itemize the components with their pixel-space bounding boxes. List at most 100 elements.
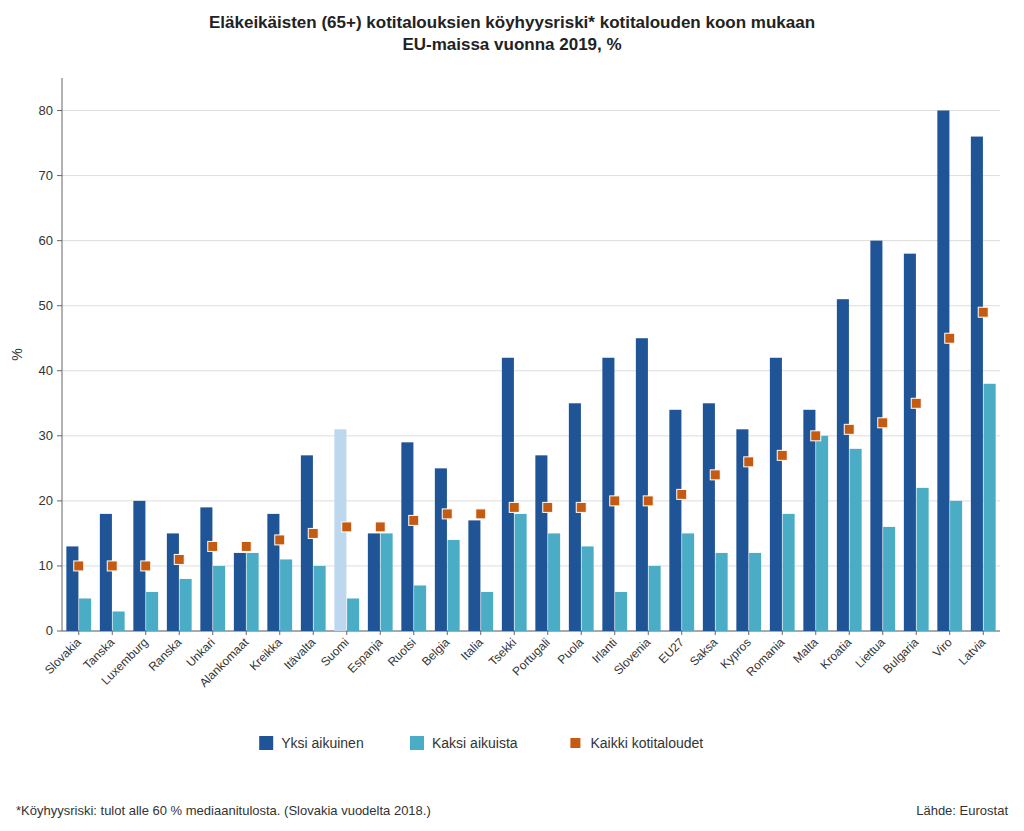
legend-swatch	[570, 738, 580, 748]
x-tick	[782, 631, 783, 635]
bar	[816, 436, 828, 631]
x-tick-label: Itävalta	[281, 635, 318, 672]
y-tick-label: 40	[39, 363, 53, 378]
y-tick-label: 0	[46, 623, 53, 638]
bar	[515, 514, 527, 631]
x-tick-label: Luxemburg	[99, 635, 151, 687]
y-axis	[62, 78, 63, 631]
bar	[314, 566, 326, 631]
x-tick	[246, 631, 247, 635]
y-tick-label: 60	[39, 233, 53, 248]
bar	[79, 598, 91, 631]
bar	[234, 553, 246, 631]
bar	[267, 514, 279, 631]
marker	[208, 541, 218, 551]
bar	[636, 338, 648, 631]
marker	[74, 561, 84, 571]
x-tick	[949, 631, 950, 635]
marker	[442, 509, 452, 519]
bar	[247, 553, 259, 631]
grid-line	[62, 175, 1000, 176]
grid-line	[62, 370, 1000, 371]
marker	[141, 561, 151, 571]
bar	[100, 514, 112, 631]
bar	[502, 358, 514, 631]
marker	[174, 554, 184, 564]
title-line: Eläkeikäisten (65+) kotitalouksien köyhy…	[209, 13, 815, 32]
marker	[375, 522, 385, 532]
y-tick-label: 20	[39, 493, 53, 508]
chart: Eläkeikäisten (65+) kotitalouksien köyhy…	[0, 0, 1024, 831]
marker	[241, 541, 251, 551]
x-tick	[78, 631, 79, 635]
x-tick	[145, 631, 146, 635]
bar	[368, 533, 380, 631]
bar	[783, 514, 795, 631]
bar	[984, 384, 996, 631]
marker	[777, 450, 787, 460]
marker	[576, 502, 586, 512]
y-tick-label: 30	[39, 428, 53, 443]
bar	[180, 579, 192, 631]
grid-line	[62, 435, 1000, 436]
x-tick	[849, 631, 850, 635]
marker	[308, 528, 318, 538]
bar	[904, 254, 916, 631]
bar	[950, 501, 962, 631]
x-tick	[882, 631, 883, 635]
bar	[870, 241, 882, 631]
bar	[301, 455, 313, 631]
bar	[770, 358, 782, 631]
x-tick	[514, 631, 515, 635]
marker	[643, 496, 653, 506]
y-tick	[57, 435, 62, 436]
x-tick	[547, 631, 548, 635]
bar	[615, 592, 627, 631]
x-tick-label: Kroatia	[818, 635, 855, 672]
marker	[710, 470, 720, 480]
y-tick-label: 80	[39, 103, 53, 118]
annotation: Lähde: Eurostat	[916, 803, 1008, 818]
title-line: EU-maissa vuonna 2019, %	[402, 35, 621, 54]
y-tick	[57, 370, 62, 371]
marker	[945, 333, 955, 343]
y-axis-label: %	[9, 348, 25, 360]
x-tick-label: Ranska	[146, 635, 185, 674]
marker	[744, 457, 754, 467]
x-tick	[748, 631, 749, 635]
y-tick	[57, 110, 62, 111]
marker	[878, 418, 888, 428]
bar	[850, 449, 862, 631]
point-series	[74, 307, 989, 571]
x-tick-label: Saksa	[687, 635, 721, 669]
grid: 01020304050607080	[39, 103, 1000, 638]
bar	[548, 533, 560, 631]
annotation: *Köyhyysriski: tulot alle 60 % mediaanit…	[16, 803, 431, 818]
marker	[543, 502, 553, 512]
x-tick-label: Latvia	[956, 635, 989, 668]
legend-label: Yksi aikuinen	[281, 735, 364, 751]
bar	[649, 566, 661, 631]
y-tick	[57, 500, 62, 501]
bar	[803, 410, 815, 631]
marker	[275, 535, 285, 545]
bar	[66, 546, 78, 631]
bar	[569, 403, 581, 631]
bar	[971, 137, 983, 631]
x-tick	[112, 631, 113, 635]
x-tick-label: EU27	[656, 635, 687, 666]
bar	[883, 527, 895, 631]
x-tick	[648, 631, 649, 635]
x-tick-label: Alankomaat	[197, 635, 252, 690]
legend-swatch	[410, 736, 424, 750]
x-tick	[480, 631, 481, 635]
x-tick-label: Espanja	[345, 635, 386, 676]
y-tick	[57, 565, 62, 566]
x-tick-label: Bulgaria	[880, 635, 921, 676]
bar	[381, 533, 393, 631]
y-tick	[57, 305, 62, 306]
legend-label: Kaksi aikuista	[432, 735, 518, 751]
bar	[682, 533, 694, 631]
x-tick	[179, 631, 180, 635]
x-tick-label: Viro	[930, 635, 955, 660]
